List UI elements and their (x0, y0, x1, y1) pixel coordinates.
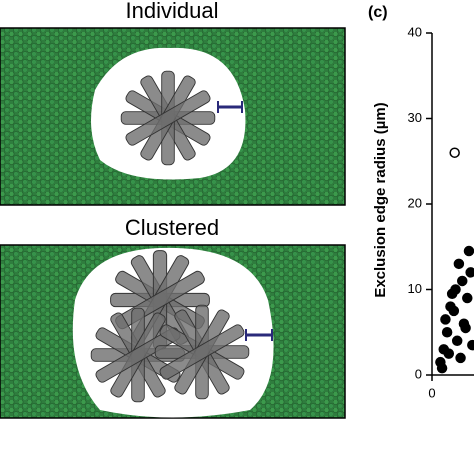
data-point (446, 288, 458, 300)
data-point (451, 335, 463, 347)
y-tick-label: 20 (408, 195, 422, 210)
individual-panel (0, 27, 346, 206)
panel-label: (c) (368, 4, 388, 21)
data-point (441, 327, 453, 338)
data-point (449, 147, 460, 158)
data-point (465, 267, 474, 278)
chart: 0 10 20 30 40 0 (408, 24, 474, 400)
y-tick-label: 40 (408, 24, 422, 39)
data-point (463, 245, 474, 257)
data-point (443, 348, 455, 359)
data-point (448, 305, 460, 317)
data-point (462, 292, 473, 304)
clustered-panel (0, 244, 346, 419)
y-tick-label: 10 (408, 281, 422, 296)
y-tick-label: 30 (408, 110, 422, 125)
data-point (440, 314, 451, 325)
data-point (436, 362, 448, 374)
y-axis-label: Exclusion edge radius (µm) (372, 102, 389, 297)
data-point (467, 339, 474, 351)
panel-title: Individual (126, 0, 219, 23)
data-point (460, 322, 471, 334)
x-tick-label: 0 (428, 385, 435, 400)
data-point (455, 352, 466, 364)
panel-title: Clustered (125, 215, 219, 240)
data-point (456, 275, 468, 287)
y-tick-label: 0 (415, 366, 422, 381)
data-point (453, 258, 465, 270)
